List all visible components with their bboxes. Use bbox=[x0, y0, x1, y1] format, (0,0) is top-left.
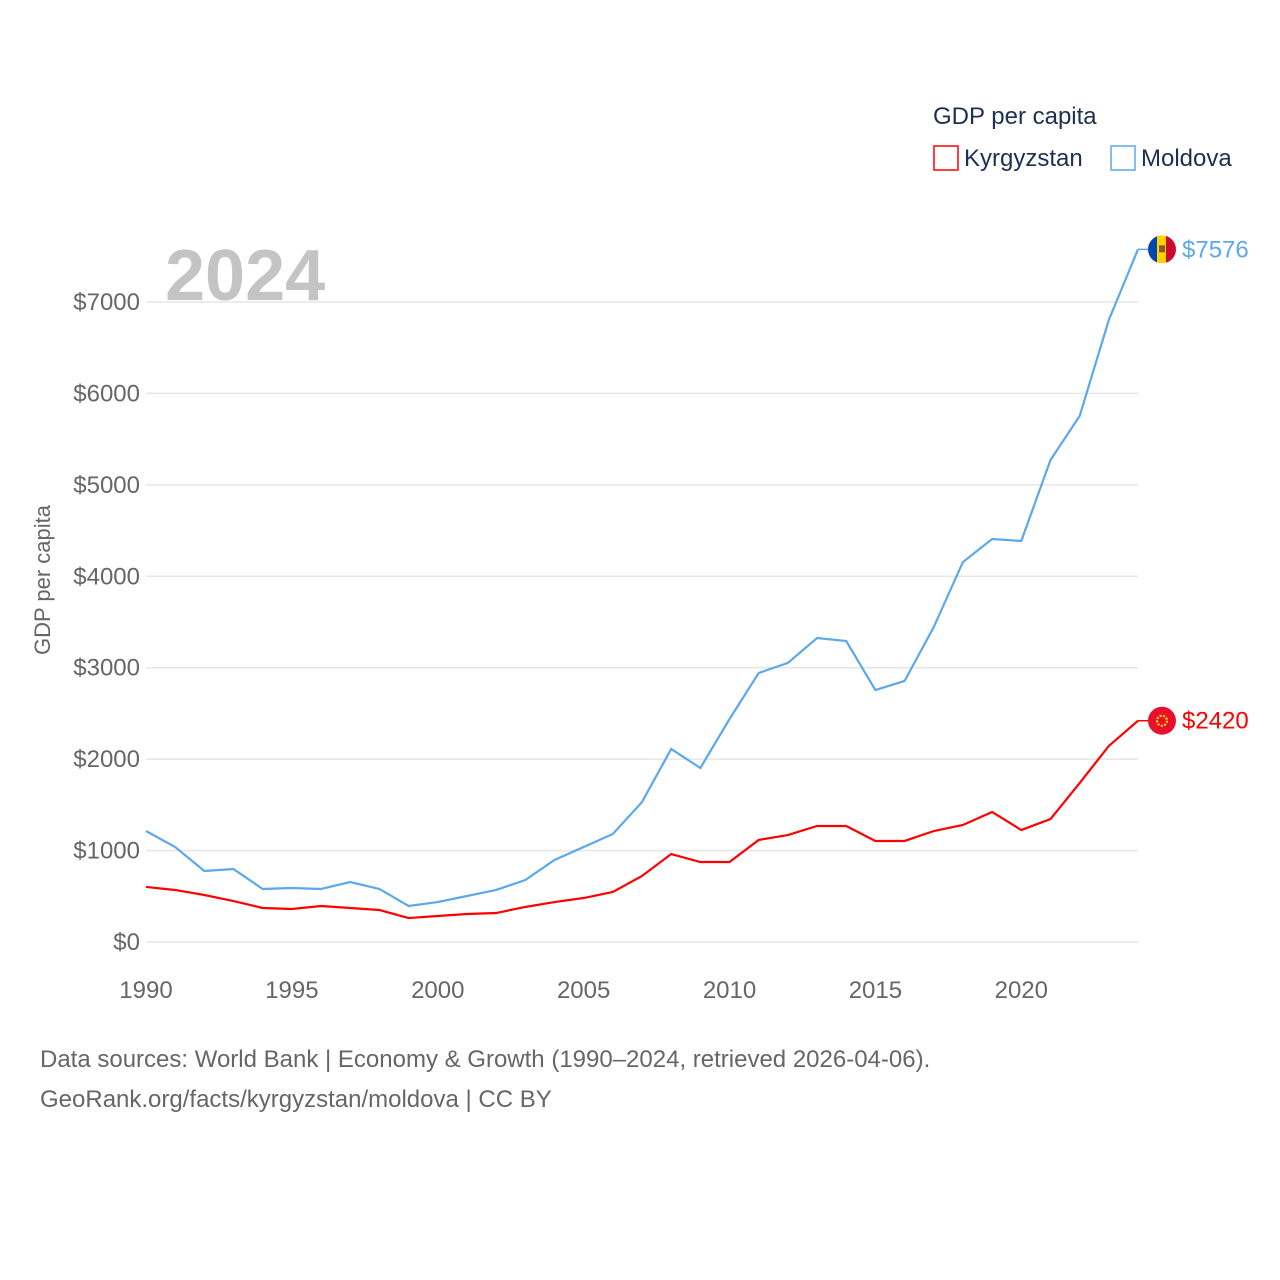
y-tick-label: $1000 bbox=[73, 838, 140, 865]
year-watermark: 2024 bbox=[165, 236, 325, 316]
y-tick-label: $7000 bbox=[73, 289, 140, 316]
y-tick-label: $3000 bbox=[73, 655, 140, 682]
legend-item-moldova[interactable]: Moldova bbox=[1110, 145, 1232, 172]
series-line-moldova bbox=[145, 248, 1140, 908]
y-tick-label: $5000 bbox=[73, 472, 140, 499]
flag-icon-kyrgyzstan bbox=[1148, 706, 1176, 735]
y-tick-label: $0 bbox=[113, 929, 140, 956]
legend-swatch-kyrgyzstan bbox=[933, 145, 959, 171]
legend-title: GDP per capita bbox=[933, 103, 1097, 130]
end-value-label-kyrgyzstan: $2420 bbox=[1182, 708, 1249, 735]
y-tick-label: $2000 bbox=[73, 746, 140, 773]
footer-attribution[interactable]: GeoRank.org/facts/kyrgyzstan/moldova | C… bbox=[40, 1086, 552, 1113]
legend-swatch-moldova bbox=[1110, 145, 1136, 171]
y-tick-label: $4000 bbox=[73, 563, 140, 590]
legend-item-kyrgyzstan[interactable]: Kyrgyzstan bbox=[933, 145, 1083, 172]
legend-label-moldova: Moldova bbox=[1141, 145, 1232, 172]
flag-icon-moldova bbox=[1148, 235, 1176, 264]
x-tick-label: 2015 bbox=[849, 977, 902, 1004]
y-axis-label: GDP per capita bbox=[30, 504, 55, 655]
series-line-kyrgyzstan bbox=[145, 719, 1139, 920]
x-tick-label: 2020 bbox=[995, 977, 1048, 1004]
x-tick-label: 1995 bbox=[265, 977, 318, 1004]
y-tick-label: $6000 bbox=[73, 380, 140, 407]
end-value-label-moldova: $7576 bbox=[1182, 236, 1249, 263]
footer-sources: Data sources: World Bank | Economy & Gro… bbox=[40, 1046, 931, 1073]
x-tick-label: 2010 bbox=[703, 977, 756, 1004]
legend-label-kyrgyzstan: Kyrgyzstan bbox=[964, 145, 1083, 172]
x-tick-label: 2005 bbox=[557, 977, 610, 1004]
x-tick-label: 1990 bbox=[119, 977, 172, 1004]
x-tick-label: 2000 bbox=[411, 977, 464, 1004]
